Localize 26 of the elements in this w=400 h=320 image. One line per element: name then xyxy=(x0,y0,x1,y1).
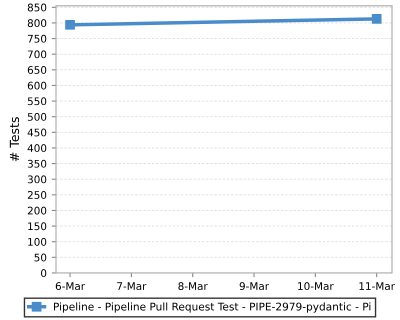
y-tick-label: 0 xyxy=(41,269,46,278)
x-tick-label: 6-Mar xyxy=(56,282,86,290)
y-tick-label: 450 xyxy=(28,128,46,136)
x-tick-label: 11-Mar xyxy=(359,282,395,290)
y-tick-label: 650 xyxy=(28,66,46,74)
y-tick-label: 600 xyxy=(28,82,46,90)
x-tick-label: 8-Mar xyxy=(178,282,208,290)
y-tick-label: 250 xyxy=(28,191,46,199)
y-tick-label: 400 xyxy=(28,144,46,152)
y-tick-label: 350 xyxy=(28,160,46,168)
y-tick-label: 150 xyxy=(28,222,46,230)
y-tick-label: 200 xyxy=(28,206,46,215)
y-tick-label: 750 xyxy=(28,34,46,43)
y-tick-label: 500 xyxy=(28,112,46,121)
y-tick-label: 850 xyxy=(28,4,46,12)
y-tick-label: 800 xyxy=(28,19,46,28)
x-tick-label: 9-Mar xyxy=(240,282,270,290)
legend-label: Pipeline - Pipeline Pull Request Test - PIPE-2979-pydantic - Pi xyxy=(54,302,370,313)
x-tick-label: 7-Mar xyxy=(117,282,146,290)
y-tick-label: 300 xyxy=(28,175,46,184)
x-tick-label: 10-Mar xyxy=(298,282,334,290)
y-tick-label: 550 xyxy=(28,97,46,106)
y-tick-label: 100 xyxy=(28,238,46,246)
y-axis-title: # Tests xyxy=(10,117,20,162)
y-tick-label: 50 xyxy=(34,254,46,262)
y-tick-label: 700 xyxy=(28,50,46,58)
